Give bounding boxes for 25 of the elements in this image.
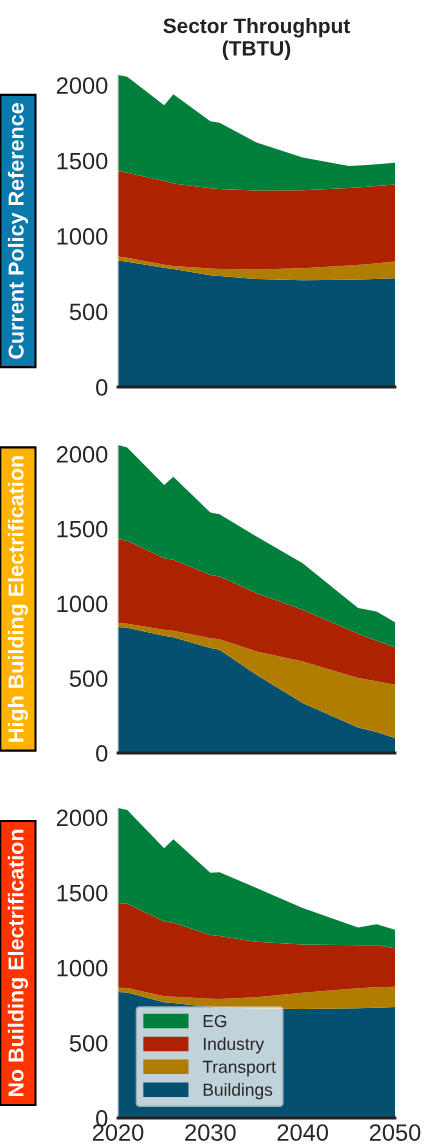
y-tick-label: 2000 — [56, 77, 108, 94]
y-tick-label: 1500 — [57, 152, 108, 170]
x-tick-label: 2030 — [185, 1124, 236, 1141]
y-tick-label: 0 — [96, 745, 108, 762]
y-tick-label: 2000 — [56, 809, 108, 827]
y-axis-title: High Building Electrification — [7, 456, 28, 742]
y-tick-label: 0 — [96, 379, 108, 396]
chart-title: Sector Throughput (TBTU) — [163, 17, 350, 60]
y-tick-label: 500 — [69, 670, 108, 688]
y-tick-label: 500 — [69, 303, 108, 321]
x-tick-label: 2050 — [369, 1124, 421, 1141]
y-tick-label: 1000 — [57, 959, 108, 977]
y-axis-title: Current Policy Reference — [7, 103, 28, 359]
y-tick-label: 1000 — [57, 228, 108, 245]
y-axis-title: No Building Electrification — [7, 829, 28, 1097]
y-tick-label: 2000 — [56, 446, 108, 463]
y-tick-label: 1500 — [57, 520, 108, 538]
y-tick-label: 1000 — [57, 595, 108, 613]
legend-label: Transport — [202, 1060, 276, 1077]
y-tick-label: 1500 — [57, 884, 108, 902]
legend-label: Buildings — [203, 1083, 273, 1100]
legend-label: Industry — [203, 1037, 265, 1054]
y-tick-label: 500 — [69, 1034, 108, 1052]
legend-label: EG — [203, 1014, 227, 1028]
x-tick-label: 2040 — [277, 1124, 329, 1141]
